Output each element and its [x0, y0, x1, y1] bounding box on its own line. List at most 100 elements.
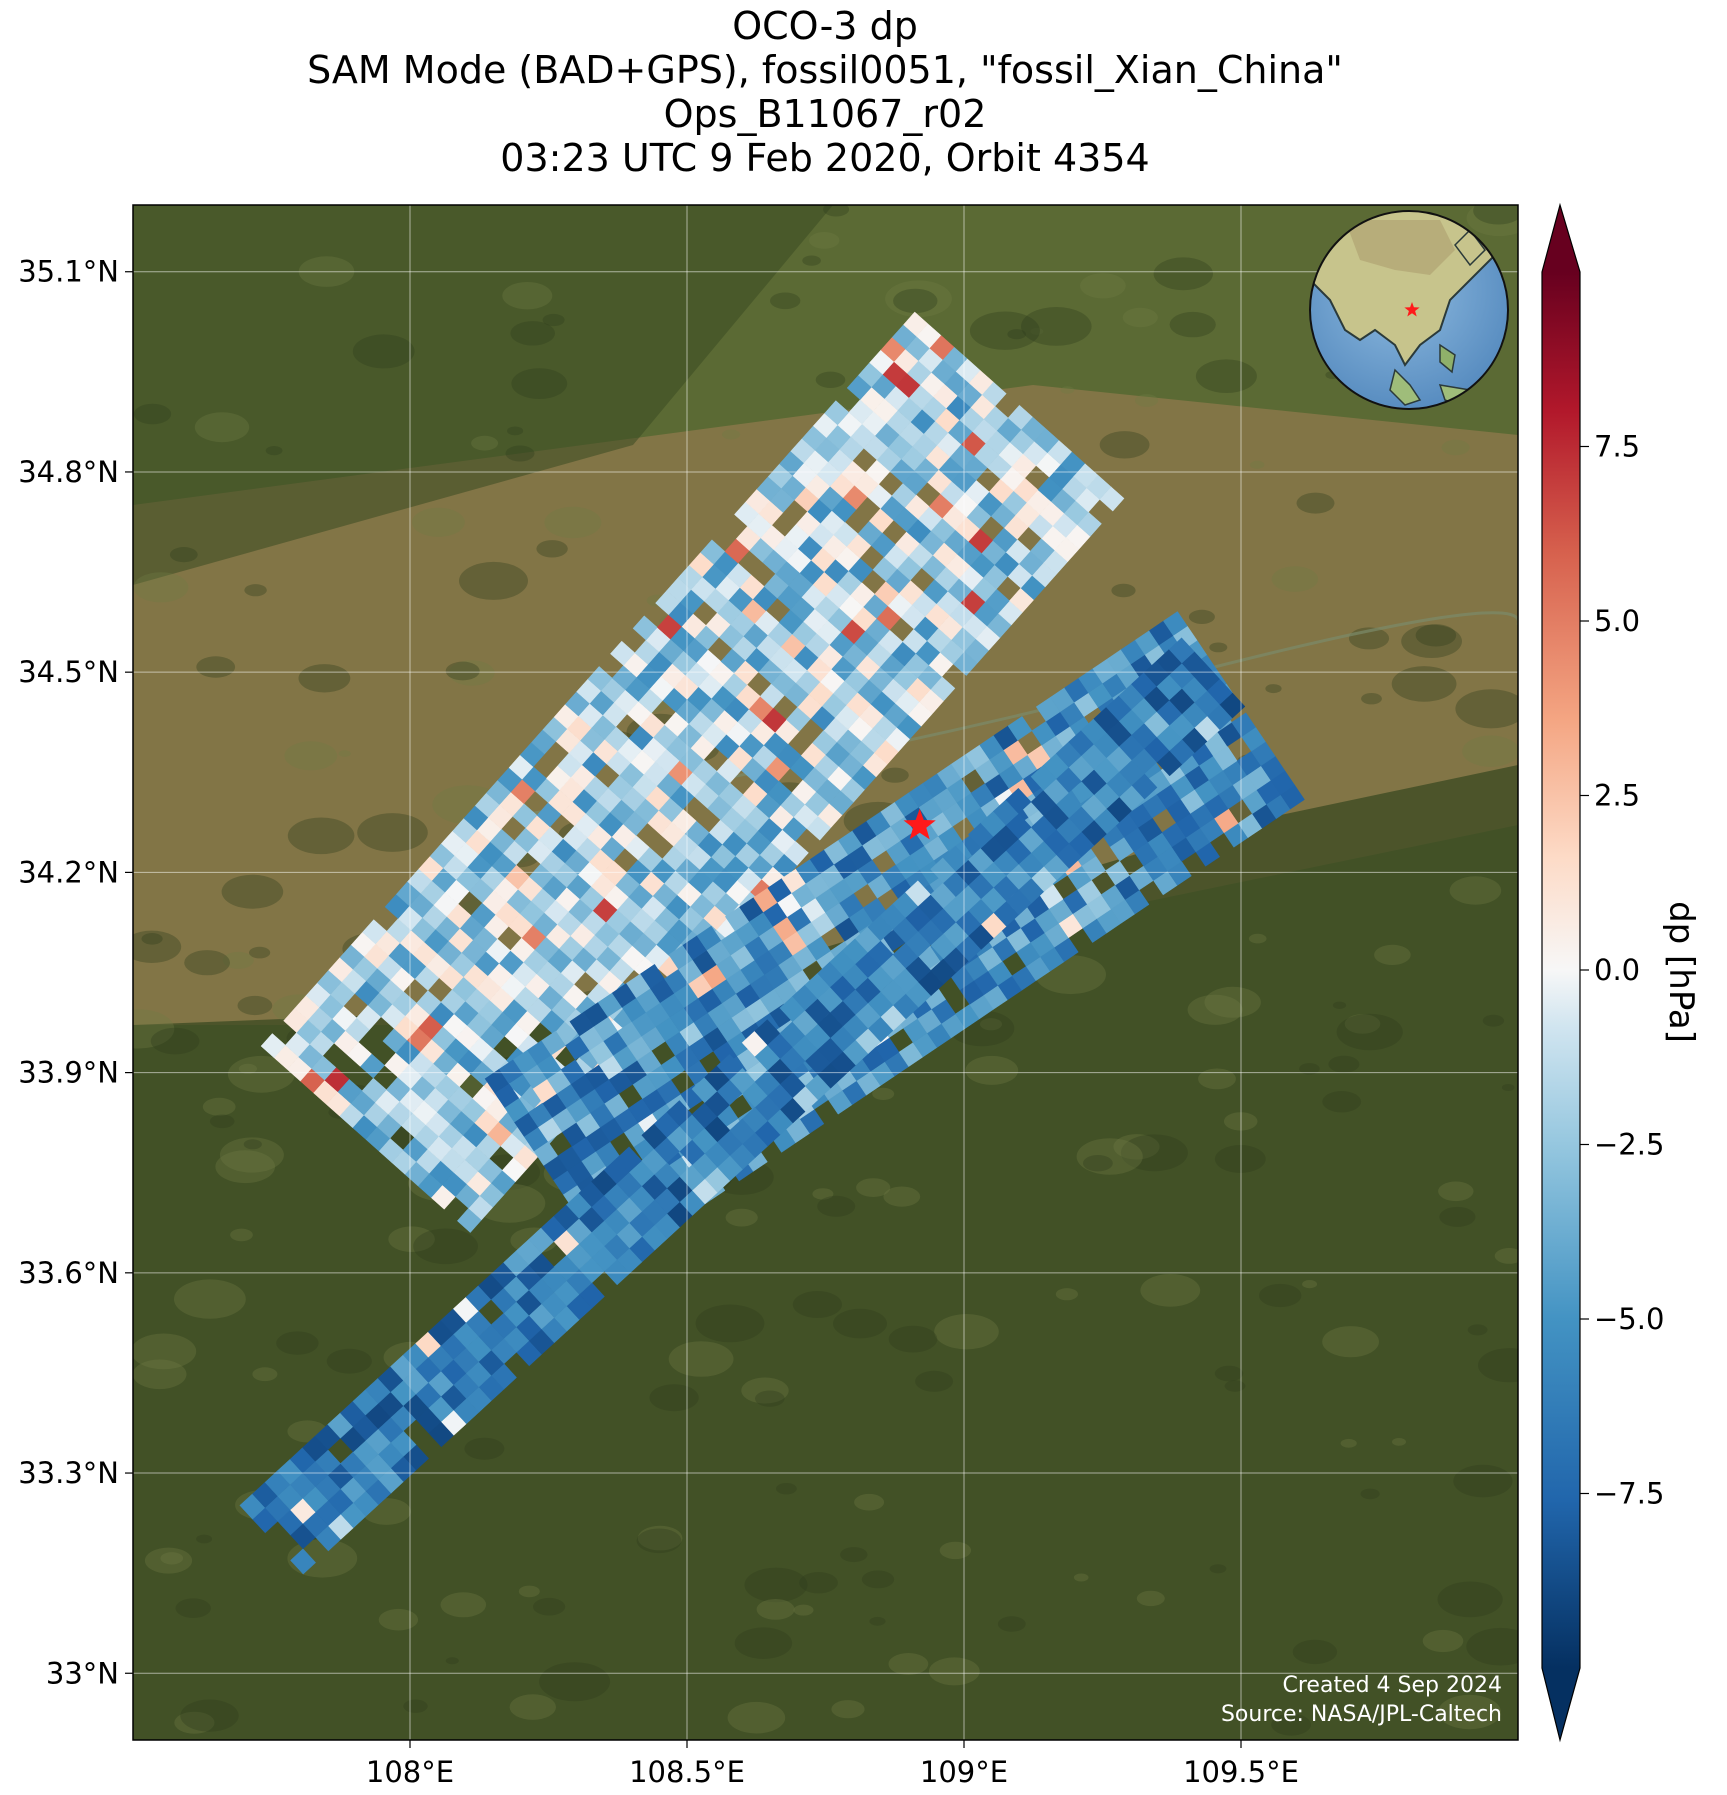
sounding-pixel	[616, 1146, 643, 1173]
terrain-texture	[533, 1597, 566, 1616]
terrain-texture	[502, 282, 553, 310]
colorbar-ticks: 7.5 5.0 2.5 0.0 −2.5 −5.0 −7.5	[1580, 430, 1664, 1511]
created-credit: Created 4 Sep 2024	[1283, 1673, 1503, 1698]
target-star-icon	[903, 808, 936, 840]
terrain-texture	[1259, 1283, 1302, 1308]
colorbar-tick-label: 2.5	[1594, 779, 1640, 813]
terrain-texture	[1224, 1380, 1246, 1392]
colorbar: 7.5 5.0 2.5 0.0 −2.5 −5.0 −7.5 dp [hPa]	[1541, 202, 1701, 1743]
terrain-texture	[518, 1585, 540, 1598]
terrain-texture	[799, 1572, 838, 1594]
terrain-texture	[1140, 1274, 1201, 1307]
terrain-texture	[133, 572, 189, 603]
terrain-texture	[1198, 1068, 1236, 1090]
terrain-texture	[445, 661, 480, 681]
terrain-texture	[741, 1377, 789, 1404]
terrain-texture	[244, 584, 267, 597]
terrain-texture	[1055, 1288, 1078, 1301]
terrain-texture	[934, 1314, 999, 1350]
terrain-texture	[388, 1226, 435, 1252]
terrain-texture	[174, 1711, 215, 1734]
terrain-texture	[1187, 994, 1243, 1025]
sounding-pixel	[1231, 712, 1256, 738]
sounding-pixel	[716, 1053, 743, 1080]
terrain-texture	[1113, 1134, 1160, 1160]
terrain-texture	[1494, 1248, 1518, 1264]
terrain-texture	[888, 1325, 938, 1353]
terrain-texture	[1473, 205, 1518, 225]
terrain-texture	[150, 1027, 200, 1055]
terrain-texture	[180, 1699, 239, 1732]
lat-tick-label: 34.5°N	[18, 655, 119, 689]
lon-tick-label: 109.5°E	[1183, 1755, 1299, 1789]
terrain-texture	[184, 950, 231, 976]
terrain-texture	[1441, 439, 1470, 456]
terrain-texture	[888, 1653, 929, 1675]
terrain-texture	[856, 1178, 891, 1197]
terrain-texture	[471, 435, 499, 451]
terrain-texture	[1437, 1581, 1503, 1618]
sounding-pixel	[1005, 787, 1032, 814]
terrain-texture	[505, 445, 535, 462]
terrain-texture	[1360, 1488, 1380, 1500]
terrain-texture	[1322, 1326, 1379, 1358]
terrain-texture	[1007, 329, 1026, 340]
terrain-texture	[227, 1055, 295, 1093]
source-credit: Source: NASA/JPL-Caltech	[1221, 1702, 1502, 1727]
terrain-texture	[133, 403, 172, 425]
terrain-texture	[144, 1547, 193, 1574]
terrain-texture	[637, 1525, 683, 1551]
terrain-texture	[1328, 1055, 1360, 1073]
terrain-texture	[1248, 933, 1267, 944]
terrain-texture	[133, 1009, 175, 1049]
terrain-texture	[1462, 735, 1518, 767]
terrain-texture	[1422, 1629, 1464, 1653]
colorbar-tick-label: 0.0	[1594, 953, 1640, 987]
dp-soundings	[239, 311, 1305, 1575]
terrain-texture	[1099, 431, 1150, 459]
terrain-texture	[1322, 1091, 1362, 1113]
terrain-texture	[141, 933, 163, 945]
terrain-texture	[287, 817, 355, 855]
terrain-texture	[869, 1616, 886, 1626]
terrain-texture	[928, 1657, 980, 1686]
terrain-texture	[939, 1541, 972, 1560]
terrain-texture	[1482, 1014, 1505, 1027]
terrain-texture	[440, 1592, 487, 1618]
terrain-texture	[1374, 944, 1411, 966]
terrain-texture	[1344, 1014, 1381, 1034]
terrain-texture	[411, 507, 465, 537]
terrain-texture	[1453, 1464, 1513, 1498]
qinling-mountains	[133, 765, 1518, 1740]
terrain-texture	[237, 995, 273, 1016]
terrain-texture	[1204, 986, 1261, 1018]
sounding-pixel	[700, 539, 726, 565]
terrain-texture	[840, 1547, 868, 1563]
terrain-texture	[861, 1570, 895, 1589]
terrain-texture	[357, 813, 428, 852]
colorbar-tick-label: −2.5	[1594, 1128, 1664, 1162]
terrain-texture	[965, 1055, 1019, 1085]
terrain-texture	[1439, 1206, 1476, 1227]
terrain-texture	[1466, 205, 1518, 237]
terrain-texture	[221, 874, 284, 909]
terrain-texture	[668, 1341, 734, 1377]
lat-tick-label: 35.1°N	[18, 255, 119, 289]
sounding-pixel	[1163, 611, 1188, 636]
colorbar-tick-label: −7.5	[1594, 1477, 1664, 1511]
sounding-pixel	[824, 400, 850, 426]
globe-outline	[1309, 210, 1509, 410]
terrain-texture	[792, 1291, 843, 1318]
terrain-texture	[542, 313, 565, 327]
terrain-texture	[202, 1097, 236, 1116]
terrain-texture	[413, 1228, 478, 1265]
target-star-shape	[903, 808, 936, 840]
terrain-texture	[1265, 684, 1282, 694]
terrain-texture	[1392, 1438, 1406, 1446]
sounding-pixel	[903, 311, 929, 337]
terrain-texture	[727, 1701, 786, 1734]
terrain-texture	[1120, 1134, 1188, 1172]
terrain-texture	[885, 280, 952, 318]
terrain-texture	[265, 446, 283, 456]
